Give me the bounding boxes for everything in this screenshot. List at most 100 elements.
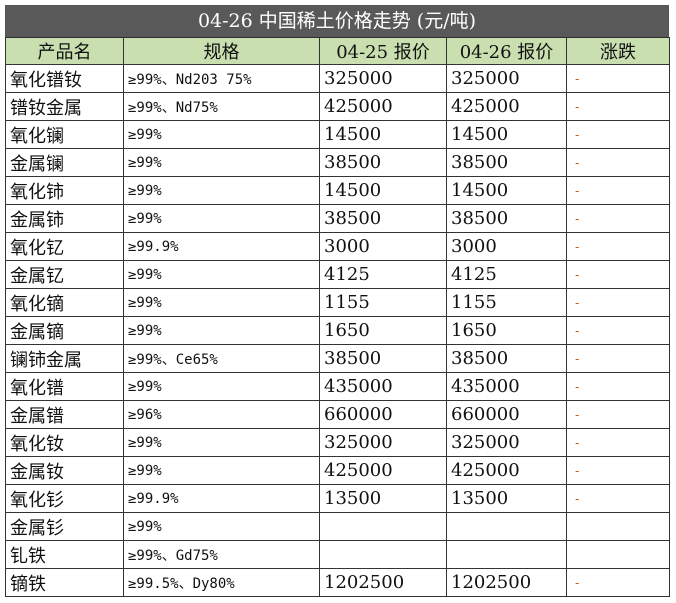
- prev-price-cell: 14500: [319, 176, 447, 205]
- table-row: 氧化镧 ≥99% 14500 14500-: [5, 120, 670, 149]
- change-cell: -: [566, 456, 670, 485]
- product-name-cell: 氧化钐: [5, 484, 124, 513]
- product-name-cell: 氧化镧: [5, 120, 124, 149]
- header-product: 产品名: [5, 37, 124, 65]
- prev-price-cell: 38500: [319, 204, 447, 233]
- header-curr-price: 04-26 报价: [446, 37, 567, 65]
- curr-price-cell: [446, 540, 567, 569]
- curr-price-cell: [446, 512, 567, 541]
- spec-cell: ≥99%: [123, 120, 320, 149]
- table-body: 氧化镨钕 ≥99%、Nd203 75% 325000 325000- 镨钕金属 ≥99%、…: [5, 64, 670, 597]
- product-name-cell: 氧化钇: [5, 232, 124, 261]
- header-row: 产品名 规格 04-25 报价 04-26 报价 涨跌: [5, 37, 670, 65]
- product-name-cell: 金属镝: [5, 316, 124, 345]
- prev-price-cell: 3000: [319, 232, 447, 261]
- prev-price-cell: [319, 540, 447, 569]
- spec-cell: ≥99%: [123, 316, 320, 345]
- product-name-cell: 金属钐: [5, 512, 124, 541]
- curr-price-cell: 1202500: [446, 568, 567, 597]
- prev-price-cell: 1155: [319, 288, 447, 317]
- prev-price-cell: 425000: [319, 456, 447, 485]
- change-cell: -: [566, 148, 670, 177]
- table-row: 金属钇 ≥99% 4125 4125-: [5, 260, 670, 289]
- product-name-cell: 氧化镨钕: [5, 64, 124, 93]
- spec-cell: ≥99%、Ce65%: [123, 344, 320, 373]
- spec-cell: ≥99%: [123, 176, 320, 205]
- curr-price-cell: 1650: [446, 316, 567, 345]
- prev-price-cell: 13500: [319, 484, 447, 513]
- product-name-cell: 金属铈: [5, 204, 124, 233]
- curr-price-cell: 3000: [446, 232, 567, 261]
- spec-cell: ≥99.9%: [123, 484, 320, 513]
- change-cell: -: [566, 484, 670, 513]
- change-cell: -: [566, 204, 670, 233]
- prev-price-cell: 38500: [319, 344, 447, 373]
- change-cell: -: [566, 92, 670, 121]
- table-row: 氧化镨钕 ≥99%、Nd203 75% 325000 325000-: [5, 64, 670, 93]
- prev-price-cell: 425000: [319, 92, 447, 121]
- spec-cell: ≥99%: [123, 260, 320, 289]
- table-row: 镨钕金属 ≥99%、Nd75% 425000 425000-: [5, 92, 670, 121]
- price-table-container: 04-26 中国稀土价格走势 (元/吨) 产品名 规格 04-25 报价 04-…: [5, 5, 670, 597]
- change-cell: -: [566, 232, 670, 261]
- prev-price-cell: 1650: [319, 316, 447, 345]
- prev-price-cell: 4125: [319, 260, 447, 289]
- product-name-cell: 镝铁: [5, 568, 124, 597]
- spec-cell: ≥96%: [123, 400, 320, 429]
- header-change: 涨跌: [566, 37, 670, 65]
- curr-price-cell: 425000: [446, 92, 567, 121]
- header-spec: 规格: [123, 37, 320, 65]
- change-cell: -: [566, 344, 670, 373]
- price-table: 产品名 规格 04-25 报价 04-26 报价 涨跌 氧化镨钕 ≥99%、Nd2…: [5, 37, 670, 597]
- spec-cell: ≥99%: [123, 456, 320, 485]
- spec-cell: ≥99%、Gd75%: [123, 540, 320, 569]
- table-row: 金属钕 ≥99% 425000 425000-: [5, 456, 670, 485]
- spec-cell: ≥99%、Nd203 75%: [123, 64, 320, 93]
- table-row: 氧化钐 ≥99.9% 13500 13500-: [5, 484, 670, 513]
- curr-price-cell: 4125: [446, 260, 567, 289]
- change-cell: -: [566, 316, 670, 345]
- prev-price-cell: 325000: [319, 428, 447, 457]
- prev-price-cell: 1202500: [319, 568, 447, 597]
- prev-price-cell: 325000: [319, 64, 447, 93]
- spec-cell: ≥99%: [123, 288, 320, 317]
- curr-price-cell: 13500: [446, 484, 567, 513]
- prev-price-cell: 38500: [319, 148, 447, 177]
- curr-price-cell: 38500: [446, 148, 567, 177]
- product-name-cell: 氧化镨: [5, 372, 124, 401]
- curr-price-cell: 425000: [446, 456, 567, 485]
- change-cell: -: [566, 428, 670, 457]
- product-name-cell: 金属钇: [5, 260, 124, 289]
- curr-price-cell: 38500: [446, 204, 567, 233]
- table-title: 04-26 中国稀土价格走势 (元/吨): [5, 5, 669, 37]
- product-name-cell: 金属钕: [5, 456, 124, 485]
- change-cell: -: [566, 400, 670, 429]
- header-prev-price: 04-25 报价: [319, 37, 447, 65]
- prev-price-cell: 435000: [319, 372, 447, 401]
- table-row: 钆铁 ≥99%、Gd75%: [5, 540, 670, 569]
- table-row: 氧化镝 ≥99% 1155 1155-: [5, 288, 670, 317]
- spec-cell: ≥99%: [123, 204, 320, 233]
- change-cell: -: [566, 120, 670, 149]
- product-name-cell: 金属镧: [5, 148, 124, 177]
- table-row: 镧铈金属 ≥99%、Ce65% 38500 38500-: [5, 344, 670, 373]
- table-row: 镝铁 ≥99.5%、Dy80% 1202500 1202500-: [5, 568, 670, 597]
- spec-cell: ≥99%: [123, 372, 320, 401]
- spec-cell: ≥99.5%、Dy80%: [123, 568, 320, 597]
- spec-cell: ≥99%: [123, 148, 320, 177]
- product-name-cell: 氧化镝: [5, 288, 124, 317]
- product-name-cell: 氧化铈: [5, 176, 124, 205]
- table-row: 金属钐 ≥99%: [5, 512, 670, 541]
- prev-price-cell: 660000: [319, 400, 447, 429]
- table-row: 金属镨 ≥96% 660000 660000-: [5, 400, 670, 429]
- spec-cell: ≥99.9%: [123, 232, 320, 261]
- product-name-cell: 镧铈金属: [5, 344, 124, 373]
- change-cell: -: [566, 568, 670, 597]
- prev-price-cell: [319, 512, 447, 541]
- change-cell: -: [566, 288, 670, 317]
- curr-price-cell: 38500: [446, 344, 567, 373]
- prev-price-cell: 14500: [319, 120, 447, 149]
- curr-price-cell: 14500: [446, 176, 567, 205]
- curr-price-cell: 660000: [446, 400, 567, 429]
- change-cell: -: [566, 372, 670, 401]
